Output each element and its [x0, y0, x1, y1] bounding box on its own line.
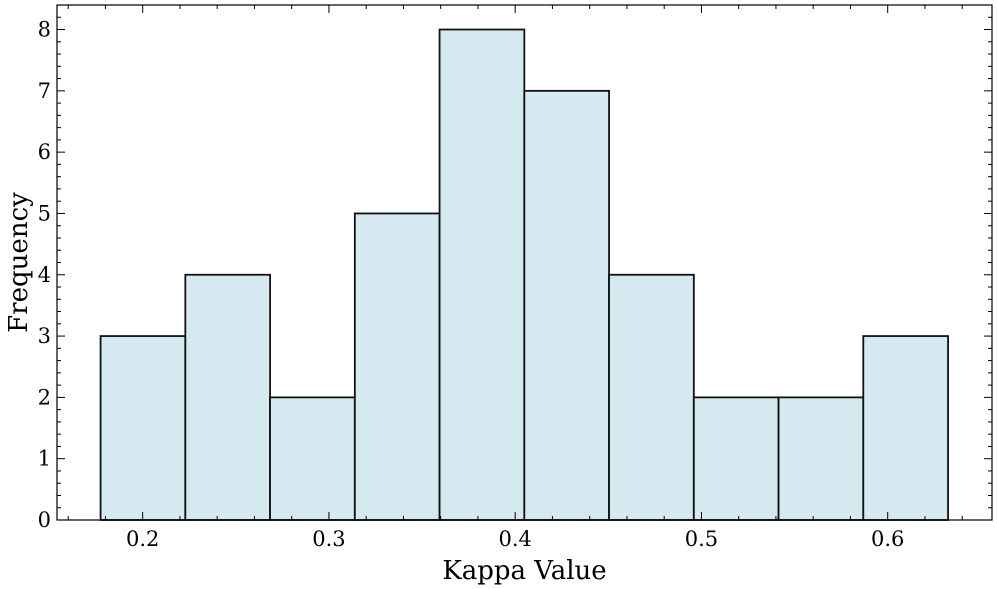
y-tick-label: 4: [38, 263, 51, 287]
x-tick-label: 0.5: [685, 527, 718, 551]
histogram-bar: [269, 396, 356, 521]
y-tick-label: 0: [38, 508, 51, 532]
plot-frame: [56, 4, 993, 521]
histogram-bar: [862, 335, 949, 521]
histogram-bar: [353, 212, 441, 521]
y-tick-label: 2: [38, 385, 51, 409]
histogram-bar: [184, 273, 271, 521]
y-tick-label: 8: [38, 18, 51, 42]
x-axis-title: Kappa Value: [442, 556, 606, 586]
histogram-bar: [777, 396, 865, 521]
ticks-layer: [57, 4, 992, 521]
histogram-bar: [438, 28, 526, 521]
y-tick-label: 3: [38, 324, 51, 348]
y-tick-label: 7: [38, 79, 51, 103]
histogram-bar: [523, 89, 610, 521]
y-tick-label: 5: [38, 201, 51, 225]
bars-layer: [99, 28, 949, 521]
histogram-bar: [608, 273, 695, 521]
tick-labels-layer: 0.2 0.3 0.4 0.5 0.6 0 1 2 3 4 5 6 7 8: [38, 18, 905, 551]
y-tick-label: 1: [38, 447, 51, 471]
histogram-bar: [692, 396, 780, 521]
x-tick-label: 0.4: [498, 527, 531, 551]
y-tick-label: 6: [38, 140, 51, 164]
x-tick-label: 0.6: [871, 527, 904, 551]
histogram-bar: [99, 335, 187, 521]
x-tick-label: 0.2: [126, 527, 159, 551]
y-axis-title: Frequency: [4, 192, 34, 333]
x-tick-label: 0.3: [312, 527, 345, 551]
